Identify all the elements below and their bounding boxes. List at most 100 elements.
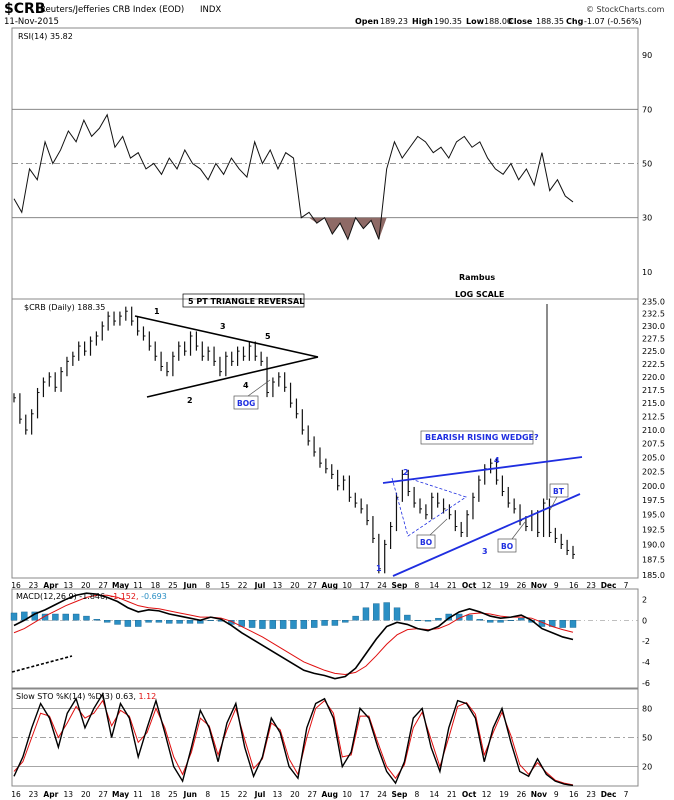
x-label-top: Aug [321,581,338,590]
x-label-bottom: Jul [254,790,266,799]
x-label-bottom: 13 [273,790,283,799]
bo-label-2: BO [501,542,513,551]
x-label-top: 21 [447,581,457,590]
macd-title-signal: -1.152, [110,592,141,601]
x-label-bottom: 9 [554,790,559,799]
sto-title: Slow STO %K(14) %D(3) 0.63, 1.12 [16,692,156,701]
chart-name: Reuters/Jefferies CRB Index (EOD) [40,5,184,15]
x-label-top: 22 [238,581,248,590]
x-label-top: Apr [43,581,58,590]
x-label-bottom: 20 [290,790,300,799]
x-label-bottom: Oct [462,790,477,799]
macd-hist-bar [300,620,308,629]
x-label-top: 23 [586,581,596,590]
x-label-bottom: Aug [321,790,338,799]
sto-title-d: 1.12 [138,692,156,701]
x-label-bottom: 26 [517,790,527,799]
x-label-top: 20 [290,581,300,590]
x-label-bottom: 25 [168,790,178,799]
x-label-top: 16 [11,581,21,590]
x-label-top: Jul [254,581,266,590]
x-label-bottom: 23 [586,790,596,799]
x-label-bottom: 16 [569,790,579,799]
macd-hist-bar [62,613,69,621]
macd-signal-line [13,594,574,675]
price-ytick: 200.0 [642,482,665,491]
macd-hist-bar [114,620,121,625]
price-ytick: 230.0 [642,322,665,331]
triangle-point-4: 4 [243,381,249,390]
x-label-bottom: 13 [64,790,74,799]
wedge-upper-line [382,456,583,484]
sto-ytick: 80 [642,704,652,713]
macd-hist-bar [279,620,287,629]
triangle-point-2: 2 [187,396,193,405]
x-label-bottom: Sep [391,790,407,799]
price-ytick: 212.5 [642,412,665,421]
wedge-lower-line [392,493,581,577]
x-label-top: Nov [531,581,547,590]
macd-title-hist: -0.693 [141,592,167,601]
price-title: $CRB (Daily) 188.35 [24,303,105,312]
x-label-bottom: 16 [11,790,21,799]
rsi-ytick: 90 [642,51,652,60]
price-layer: 185.0 187.5 190.0 192.5 195.0 197.5 200.0 202.5… [13,297,665,580]
ohlc-chg-label: Chg [566,17,584,26]
macd-dashed-trendline [11,655,73,673]
macd-hist-bar [518,617,525,621]
sto-ytick: 50 [642,734,652,743]
x-label-bottom: 22 [238,790,248,799]
rambus-label: Rambus [459,273,495,282]
ohlc-chg: -1.07 (-0.56%) [584,17,642,26]
macd-hist-bar [352,615,359,621]
macd-hist-bar [476,619,484,621]
x-label-top: May [112,581,129,590]
bog-box [233,395,259,410]
x-label-bottom: 17 [360,790,370,799]
x-label-bottom: Apr [43,790,58,799]
x-label-top: 19 [499,581,509,590]
price-ytick: 235.0 [642,297,665,306]
macd-ytick: -4 [642,658,650,667]
macd-hist-bar [72,613,80,621]
rsi-line [13,113,574,241]
macd-hist-bar [466,614,473,621]
x-label-top: 16 [569,581,579,590]
x-label-top: 27 [308,581,318,590]
macd-hist-bar [435,617,442,621]
x-label-top: 15 [220,581,230,590]
x-label-top: 24 [377,581,387,590]
x-label-bottom: 8 [205,790,210,799]
macd-hist-bar [103,620,111,623]
macd-hist-bar [342,620,349,623]
macd-hist-bar [331,620,339,626]
price-ytick: 232.5 [642,310,665,319]
x-label-bottom: Nov [531,790,547,799]
bt-box [549,483,569,498]
wedge-point-3: 3 [482,547,488,556]
price-ytick: 190.0 [642,540,665,549]
macd-panel [11,588,639,689]
macd-hist-bar [248,620,256,628]
rsi-oversold-fill [324,217,356,240]
macd-ytick: -6 [642,679,650,688]
macd-hist-bar [373,603,380,621]
triangle-point-1: 1 [154,307,160,316]
x-label-top: 8 [205,581,210,590]
macd-ytick: 0 [642,616,647,625]
wedge-point-1: 1 [376,564,382,573]
macd-title: MACD(12,26,9) -1.846, -1.152, -0.693 [16,592,167,601]
price-ytick: 215.0 [642,399,665,408]
macd-hist-bar [155,620,163,623]
macd-hist-bar [207,620,214,621]
macd-hist-bar [486,620,494,623]
watermark: © StockCharts.com [586,5,665,14]
macd-hist-bar [124,620,132,627]
rsi-ytick: 30 [642,214,652,223]
bt-pointer [549,496,558,511]
macd-hist-bar [259,620,266,629]
rsi-oversold-fill [309,217,325,224]
macd-ytick: -2 [642,637,650,646]
sto-layer: 80 50 20 [12,691,652,787]
macd-hist-bar [93,619,101,621]
